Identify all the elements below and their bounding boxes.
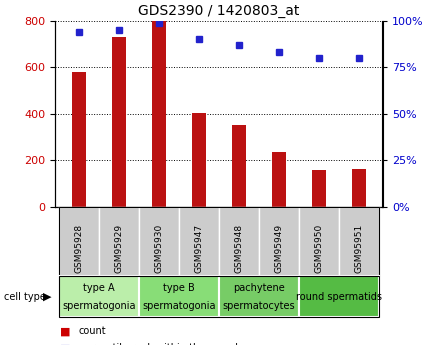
Text: count: count xyxy=(79,326,106,336)
Text: spermatogonia: spermatogonia xyxy=(62,301,136,311)
Text: spermatogonia: spermatogonia xyxy=(142,301,216,311)
Text: type B: type B xyxy=(163,284,195,293)
Text: GSM95930: GSM95930 xyxy=(155,223,164,273)
Bar xyxy=(312,170,326,207)
Text: GSM95928: GSM95928 xyxy=(75,224,84,273)
Title: GDS2390 / 1420803_at: GDS2390 / 1420803_at xyxy=(138,4,300,18)
Text: GSM95948: GSM95948 xyxy=(234,224,244,273)
Bar xyxy=(351,169,366,207)
Bar xyxy=(272,152,286,207)
Text: GSM95951: GSM95951 xyxy=(354,223,363,273)
Bar xyxy=(192,113,206,207)
Text: percentile rank within the sample: percentile rank within the sample xyxy=(79,344,244,345)
Text: pachytene: pachytene xyxy=(233,284,285,293)
Text: type A: type A xyxy=(83,284,115,293)
Text: spermatocytes: spermatocytes xyxy=(222,301,295,311)
Text: GSM95947: GSM95947 xyxy=(194,224,204,273)
Text: cell type: cell type xyxy=(4,292,46,302)
Text: GSM95929: GSM95929 xyxy=(115,224,124,273)
Text: GSM95949: GSM95949 xyxy=(274,224,283,273)
Text: ■: ■ xyxy=(60,326,70,336)
Bar xyxy=(232,126,246,207)
Text: GSM95950: GSM95950 xyxy=(314,223,323,273)
Text: ▶: ▶ xyxy=(42,292,51,302)
Text: round spermatids: round spermatids xyxy=(296,292,382,302)
Text: ■: ■ xyxy=(60,344,70,345)
Bar xyxy=(112,37,126,207)
Bar xyxy=(72,72,86,207)
Bar xyxy=(152,21,166,207)
